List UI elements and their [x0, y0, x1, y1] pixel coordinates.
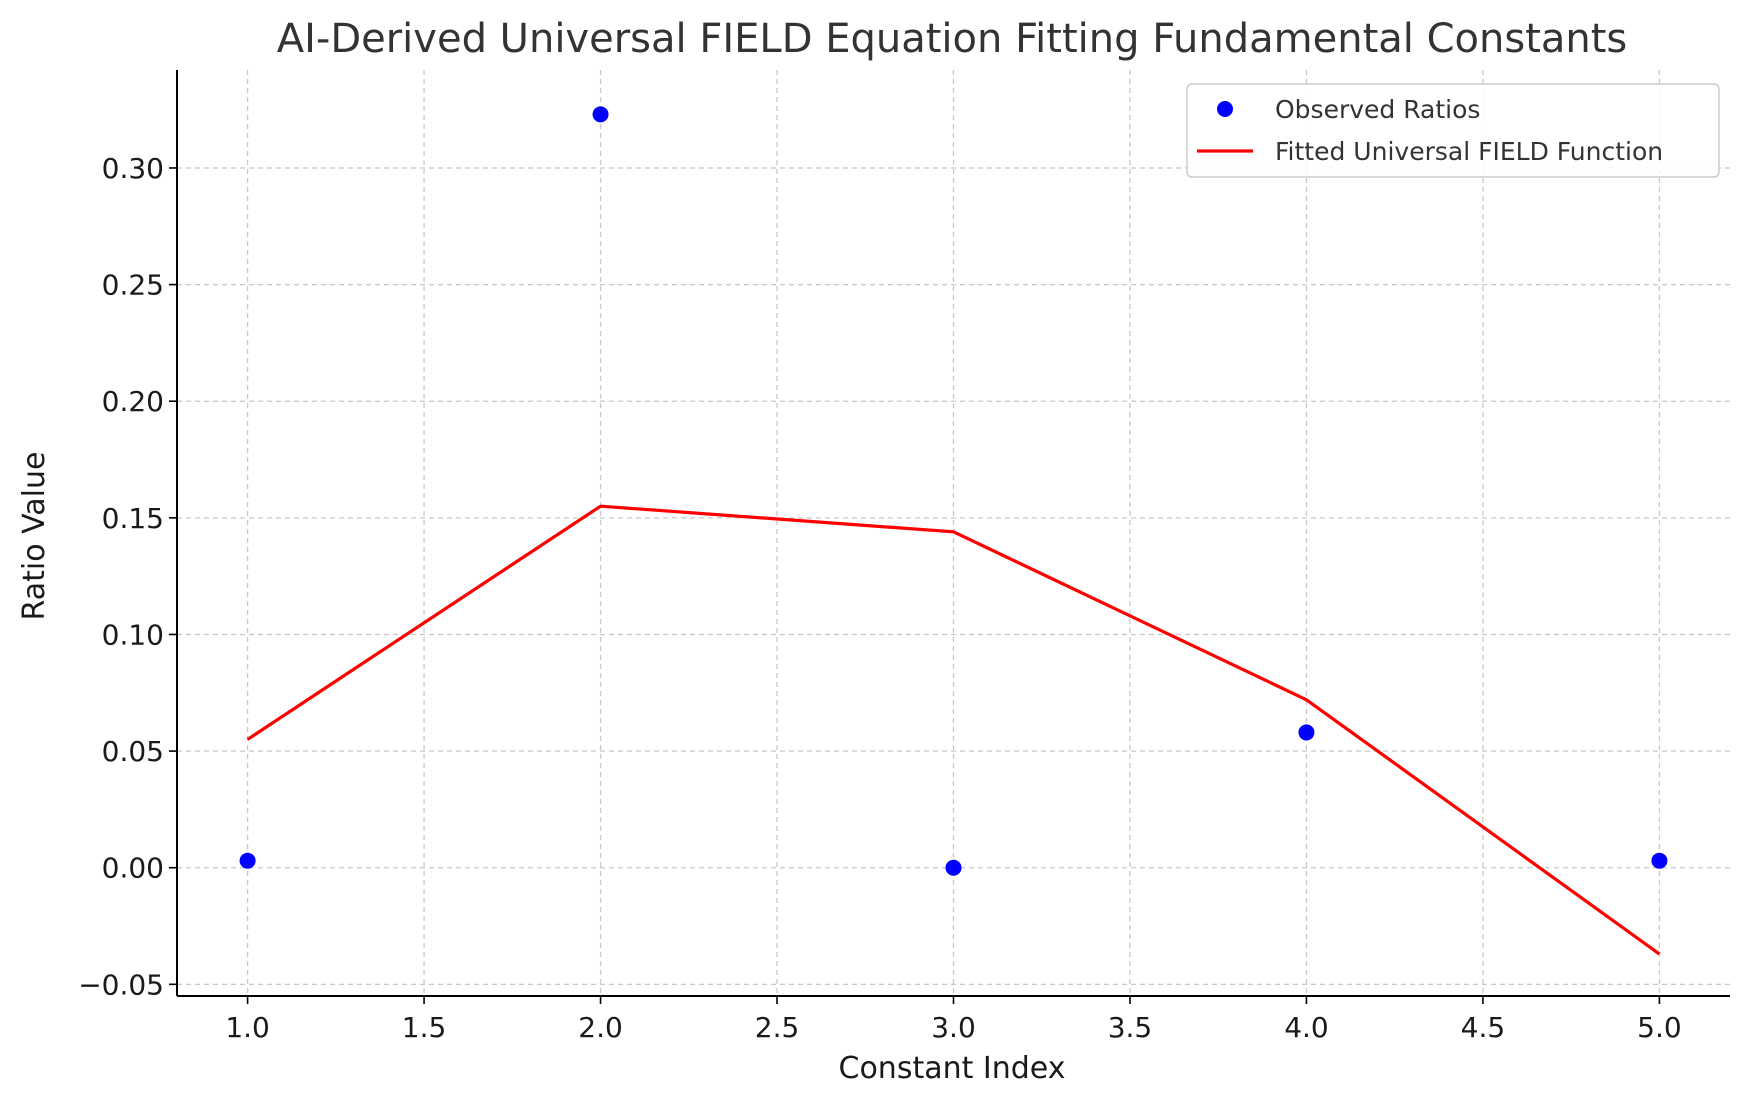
legend-marker	[1217, 101, 1233, 117]
y-tick-label: 0.15	[102, 502, 164, 535]
x-tick-label: 3.5	[1108, 1011, 1153, 1044]
y-tick-label: 0.30	[102, 152, 164, 185]
legend-frame	[1186, 83, 1720, 178]
legend-label: Fitted Universal FIELD Function	[1275, 137, 1663, 166]
x-tick-label: 2.5	[755, 1011, 800, 1044]
observed-point	[592, 106, 609, 123]
x-tick-label: 2.0	[578, 1011, 623, 1044]
observed-point	[1298, 724, 1315, 741]
chart-title: AI-Derived Universal FIELD Equation Fitt…	[277, 16, 1628, 62]
observed-point	[945, 859, 962, 876]
plot-series	[239, 106, 1668, 956]
x-tick-label: 5.0	[1637, 1011, 1682, 1044]
y-tick-label: −0.05	[78, 968, 164, 1001]
y-tick-label: 0.10	[102, 618, 164, 651]
y-tick-label: 0.05	[102, 735, 164, 768]
observed-point	[1651, 852, 1668, 869]
fitted-line	[246, 504, 1661, 956]
observed-point	[239, 852, 256, 869]
x-axis-ticks: 1.0 1.5 2.0 2.5 3.0 3.5 4.0 4.5 5.0	[225, 996, 1682, 1044]
legend-label: Observed Ratios	[1275, 95, 1480, 124]
y-tick-label: 0.25	[102, 269, 164, 302]
x-tick-label: 1.5	[402, 1011, 447, 1044]
y-axis-label: Ratio Value	[17, 452, 52, 621]
x-axis-label: Constant Index	[839, 1051, 1066, 1086]
y-tick-label: 0.20	[102, 385, 164, 418]
x-tick-label: 1.0	[225, 1011, 270, 1044]
x-tick-label: 4.0	[1284, 1011, 1329, 1044]
x-tick-label: 4.5	[1461, 1011, 1506, 1044]
y-axis-ticks: −0.05 0.00 0.05 0.10 0.15 0.20 0.25 0.30	[78, 152, 177, 1001]
x-tick-label: 3.0	[931, 1011, 976, 1044]
y-tick-label: 0.00	[102, 852, 164, 885]
legend: Observed Ratios Fitted Universal FIELD Fu…	[1186, 83, 1720, 178]
